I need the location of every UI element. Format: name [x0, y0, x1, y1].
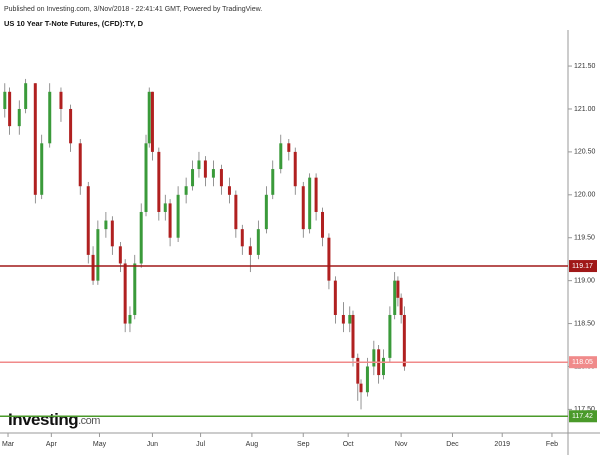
candle-body — [240, 229, 244, 247]
candle-body — [40, 143, 44, 195]
candle-body — [203, 160, 207, 178]
candle-body — [227, 186, 231, 195]
candle-body — [348, 314, 352, 324]
candle-body — [388, 314, 392, 358]
y-tick-label: 120.50 — [574, 149, 596, 156]
candle-body — [396, 280, 400, 298]
candle-body — [176, 194, 180, 238]
candle-body — [157, 151, 161, 212]
x-tick-label: Oct — [343, 441, 354, 448]
y-tick-label: 121.50 — [574, 63, 596, 70]
candle-body — [356, 357, 360, 384]
candle-body — [59, 91, 63, 109]
candle-body — [184, 186, 188, 195]
candle-body — [24, 83, 28, 109]
candle-body — [372, 349, 376, 367]
candle-body — [308, 177, 312, 230]
price-level-label: 117.42 — [572, 413, 593, 420]
candle-body — [341, 314, 345, 324]
x-tick-label: Sep — [297, 441, 310, 448]
price-level-box — [569, 356, 597, 369]
logo-suffix: .com — [78, 415, 100, 427]
price-level-label: 119.17 — [572, 263, 593, 270]
candle-body — [3, 91, 7, 109]
price-level-box — [569, 260, 597, 273]
x-tick-label: Mar — [2, 441, 15, 448]
y-tick-label: 121.00 — [574, 106, 596, 113]
logo-main: Investing — [8, 410, 78, 429]
candle-body — [8, 91, 12, 127]
candle-body — [271, 169, 275, 195]
x-tick-label: Jul — [196, 441, 205, 448]
candle-body — [163, 203, 167, 212]
x-tick-label: Nov — [395, 441, 408, 448]
candle-body — [399, 297, 403, 315]
candle-body — [333, 280, 337, 315]
candle-body — [69, 108, 73, 144]
x-tick-label: Feb — [546, 441, 558, 448]
candle-body — [33, 83, 37, 195]
candle-body — [144, 143, 148, 212]
chart-title: US 10 Year T-Note Futures, (CFD):TY, D — [4, 19, 144, 28]
candle-body — [279, 143, 283, 170]
x-tick-label: May — [93, 441, 107, 448]
candle-body — [133, 263, 137, 315]
candle-body — [234, 194, 238, 230]
candle-body — [48, 91, 52, 144]
candle-body — [293, 151, 297, 187]
candle-body — [381, 357, 385, 376]
candle-body — [211, 169, 215, 178]
candle-body — [393, 280, 397, 315]
candle-body — [402, 314, 406, 367]
candle-body — [351, 314, 355, 358]
y-tick-label: 120.00 — [574, 192, 596, 199]
candle-body — [150, 91, 154, 152]
candle-body — [110, 220, 114, 247]
candle-body — [96, 229, 100, 281]
price-level-box — [569, 410, 597, 423]
candle-body — [314, 177, 318, 212]
x-tick-label: Jun — [147, 441, 158, 448]
candle-body — [359, 383, 363, 393]
logo: Investing.com — [8, 410, 100, 429]
candle-body — [197, 160, 201, 170]
candle-body — [321, 211, 325, 238]
candle-body — [139, 211, 143, 264]
candle-body — [104, 220, 108, 230]
candle-body — [191, 169, 195, 187]
candle-body — [128, 314, 132, 324]
candle-body — [256, 229, 260, 255]
y-tick-label: 119.00 — [574, 277, 595, 284]
candle-body — [301, 186, 305, 230]
price-level-label: 118.05 — [572, 359, 593, 366]
x-tick-label: Aug — [246, 441, 259, 448]
candle-body — [78, 143, 82, 187]
x-tick-label: Apr — [46, 441, 58, 448]
candle-body — [365, 366, 369, 393]
candle-body — [147, 91, 151, 144]
candle-body — [168, 203, 172, 238]
header: Published on Investing.com, 3/Nov/2018 -… — [4, 6, 262, 13]
candle-body — [248, 246, 252, 255]
candle-body — [123, 263, 127, 324]
candle-body — [86, 186, 90, 255]
y-tick-label: 118.50 — [574, 320, 595, 327]
x-tick-label: 2019 — [494, 441, 510, 448]
candle-body — [91, 254, 95, 281]
y-tick-label: 119.50 — [574, 235, 595, 242]
candle-body — [327, 237, 331, 281]
y-tick-label: 117.50 — [574, 406, 595, 413]
candle-body — [287, 143, 291, 152]
candle-body — [17, 108, 21, 127]
candle-body — [264, 194, 268, 230]
candle-body — [118, 246, 122, 264]
x-tick-label: Dec — [446, 441, 459, 448]
candle-body — [219, 169, 223, 187]
